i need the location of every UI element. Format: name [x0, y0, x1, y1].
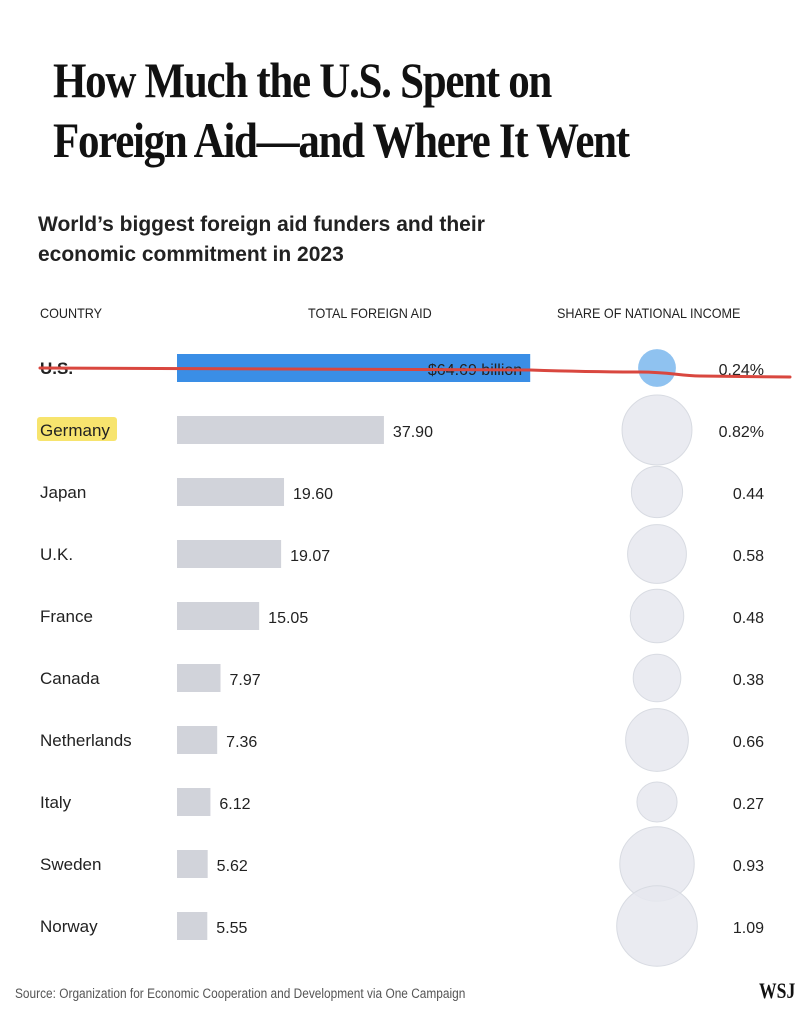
share-bubble [621, 394, 693, 466]
aid-bar [177, 788, 211, 816]
highlight-marker [37, 417, 117, 441]
share-bubble [638, 349, 676, 387]
country-label: France [40, 607, 93, 626]
share-bubble [627, 524, 687, 584]
share-bubble [630, 465, 684, 519]
aid-bar [177, 912, 208, 940]
aid-bar [177, 602, 260, 630]
share-value-label: 0.58 [733, 548, 764, 565]
chart-subtitle: World’s biggest foreign aid funders and … [38, 213, 485, 266]
country-label: U.K. [40, 545, 73, 564]
country-label: Sweden [40, 855, 101, 874]
share-bubble [629, 588, 685, 644]
country-label: Japan [40, 483, 86, 502]
country-label: Italy [40, 793, 72, 812]
share-value-label: 0.38 [733, 672, 764, 689]
share-value-label: 0.24% [719, 362, 764, 379]
share-value-label: 0.93 [733, 858, 764, 875]
country-label: Germany [40, 421, 110, 440]
share-bubble [625, 708, 689, 772]
country-label: Canada [40, 669, 100, 688]
share-value-label: 0.48 [733, 610, 764, 627]
aid-bar [177, 416, 384, 444]
country-label: Norway [40, 917, 98, 936]
aid-value-label: 19.60 [293, 486, 333, 503]
aid-bar [177, 478, 285, 506]
wsj-logo: WSJ [758, 978, 795, 1003]
aid-value-label: 5.55 [216, 920, 247, 937]
aid-bar [177, 664, 221, 692]
share-bubble [616, 885, 698, 967]
header-share: SHARE OF NATIONAL INCOME [557, 305, 741, 321]
aid-bar [177, 850, 208, 878]
country-label: Netherlands [40, 731, 132, 750]
share-value-label: 0.27 [733, 796, 764, 813]
annotation-strike-line [38, 366, 792, 379]
share-value-label: 1.09 [733, 920, 764, 937]
aid-value-label: 7.97 [230, 672, 261, 689]
share-value-label: 0.82% [719, 424, 764, 441]
aid-bar [177, 540, 282, 568]
share-value-label: 0.66 [733, 734, 764, 751]
aid-value-label: 15.05 [268, 610, 308, 627]
aid-value-label: 37.90 [393, 424, 433, 441]
share-bubble [632, 653, 682, 703]
source-note: Source: Organization for Economic Cooper… [15, 986, 466, 1001]
aid-value-label: 5.62 [217, 858, 248, 875]
header-total-aid: TOTAL FOREIGN AID [308, 305, 432, 321]
share-value-label: 0.44 [733, 486, 764, 503]
aid-bar [177, 726, 218, 754]
aid-value-label: 19.07 [290, 548, 330, 565]
chart: U.S. $64.69 billion 0.24%Germany 37.90 0.82%… [37, 349, 792, 967]
aid-value-label: 6.12 [219, 796, 250, 813]
header-country: COUNTRY [40, 305, 103, 321]
share-bubble [636, 781, 678, 823]
page-title: How Much the U.S. Spent on Foreign Aid—a… [53, 52, 630, 168]
aid-value-label: 7.36 [226, 734, 257, 751]
